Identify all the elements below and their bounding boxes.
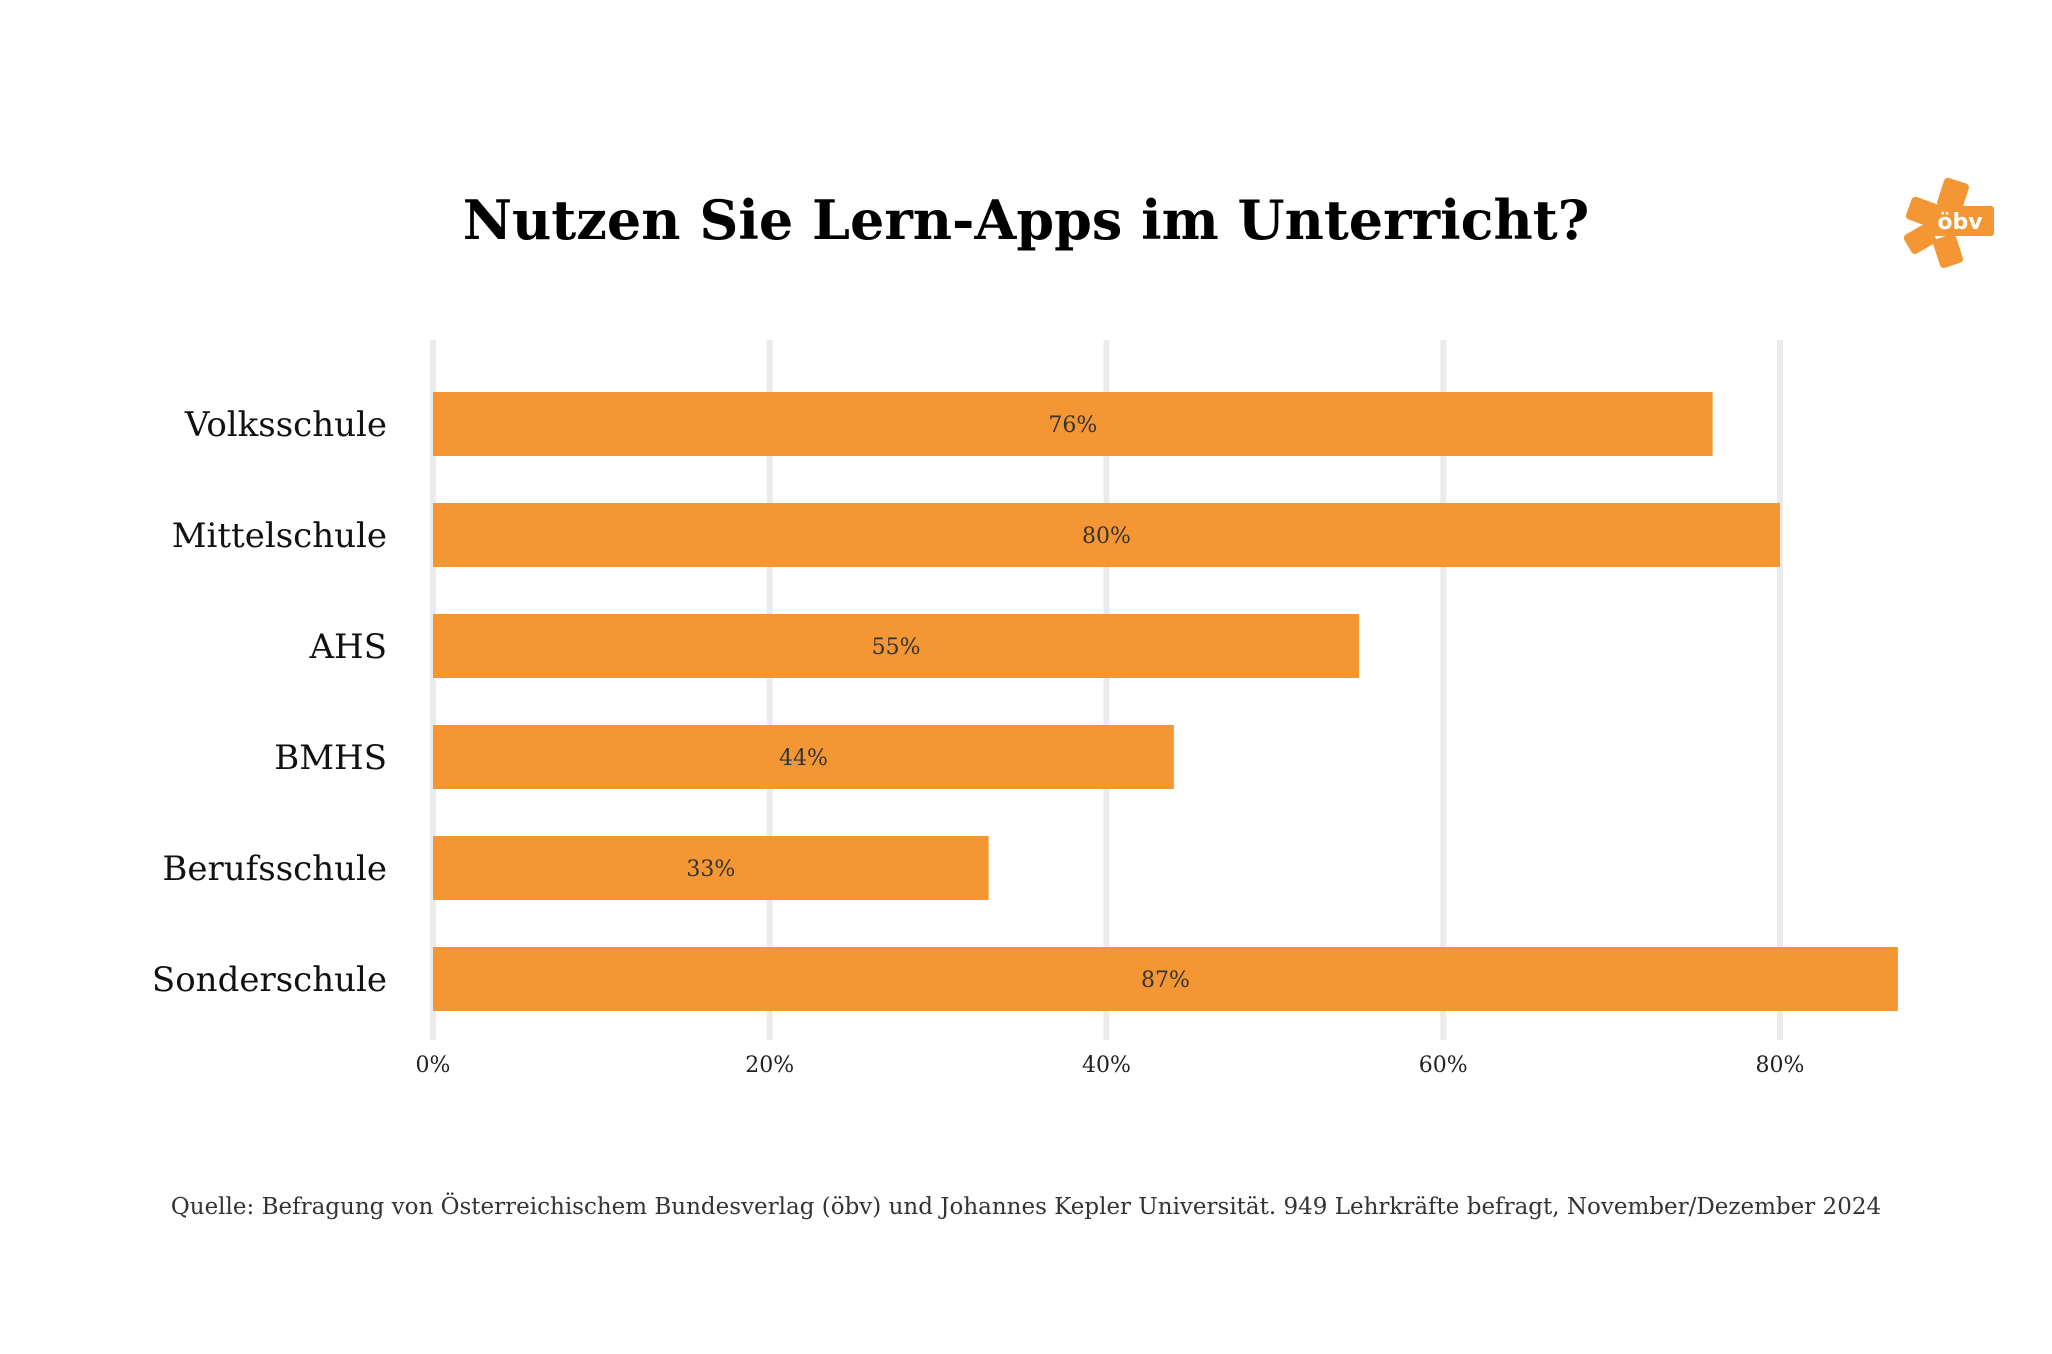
bar-sonderschule: [433, 947, 1898, 1011]
x-tick-label: 0%: [416, 1053, 451, 1078]
grid-lines: [430, 340, 1783, 1040]
chart-title: Nutzen Sie Lern-Apps im Unterricht?: [462, 188, 1590, 252]
category-label: AHS: [309, 627, 388, 667]
category-label: Berufsschule: [162, 849, 387, 889]
source-note: Quelle: Befragung von Österreichischem B…: [170, 1194, 1882, 1220]
x-tick-label: 40%: [1082, 1053, 1131, 1078]
x-tick-label: 60%: [1419, 1053, 1468, 1078]
logo-text: öbv: [1937, 210, 1983, 235]
bar-ahs: [433, 614, 1360, 678]
category-label: BMHS: [274, 738, 387, 778]
data-label: 80%: [1082, 524, 1131, 549]
x-tick-label: 20%: [745, 1053, 794, 1078]
data-label: 55%: [872, 635, 921, 660]
data-labels: 76% 80% 55% 44% 33% 87%: [686, 413, 1190, 993]
data-label: 33%: [686, 857, 735, 882]
data-label: 87%: [1141, 968, 1190, 993]
bar-volksschule: [433, 392, 1713, 456]
x-tick-label: 80%: [1756, 1053, 1805, 1078]
obv-logo-icon: öbv: [1903, 177, 1994, 268]
category-labels: Volksschule Mittelschule AHS BMHS Berufsschu…: [152, 405, 387, 1000]
category-label: Volksschule: [184, 405, 387, 445]
data-label: 76%: [1048, 413, 1097, 438]
bars: [433, 392, 1898, 1011]
x-axis-tick-labels: 0% 20% 40% 60% 80%: [416, 1053, 1805, 1078]
data-label: 44%: [779, 746, 828, 771]
category-label: Sonderschule: [152, 960, 387, 1000]
bar-bmhs: [433, 725, 1174, 789]
logo-star-shape: [1903, 177, 1994, 268]
bar-mittelschule: [433, 503, 1780, 567]
bar-berufsschule: [433, 836, 989, 900]
category-label: Mittelschule: [172, 516, 387, 556]
